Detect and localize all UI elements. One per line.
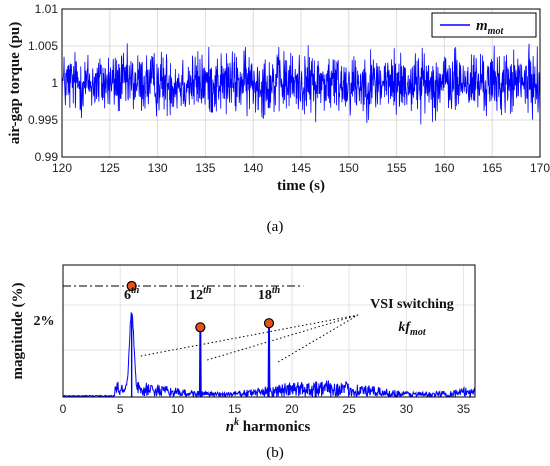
chart-b-peak-label-number: 12: [189, 288, 203, 303]
svg-text:kfmot: kfmot: [398, 320, 426, 338]
chart-a-xlabel: time (s): [277, 178, 325, 194]
chart-b-peak-marker: [195, 322, 206, 333]
chart-b-peak-marker: [126, 280, 137, 292]
chart-b-xtick-label: 10: [171, 402, 185, 416]
chart-b: 0 5 10 15 20 25 30 35 2% magnitude (%) nk harmo…: [10, 264, 476, 435]
chart-a-xtick-label: 160: [434, 161, 454, 175]
chart-a-series-line: [61, 43, 541, 125]
chart-b-peaks: [126, 280, 275, 333]
chart-b-peak-label-number: 18: [258, 288, 272, 303]
chart-b-xtick-label: 35: [457, 402, 471, 416]
chart-b-x-ticks: 0 5 10 15 20 25 30 35: [60, 402, 471, 416]
chart-a-ytick-label: 1: [51, 76, 58, 90]
chart-b-peak-label-suffix: th: [131, 285, 140, 296]
chart-b-annotation-line: [140, 314, 359, 357]
chart-a-xtick-label: 125: [100, 161, 120, 175]
chart-a-frame: [61, 8, 541, 158]
chart-a-ytick-label: 0.99: [35, 150, 59, 164]
chart-a-ytick-label: 1.01: [35, 2, 59, 16]
chart-b-xtick-label: 0: [60, 402, 67, 416]
chart-a-xtick-label: 135: [195, 161, 215, 175]
chart-b-peak-label-suffix: th: [272, 285, 281, 296]
chart-b-annotation-kf: kf: [398, 320, 411, 335]
svg-text:nk harmonics: nk harmonics: [226, 417, 311, 435]
chart-a-series: [61, 43, 541, 125]
chart-a-legend-subscript: mot: [488, 26, 505, 37]
chart-b-xlabel-rest: harmonics: [239, 419, 310, 435]
chart-b-xtick-label: 30: [400, 402, 414, 416]
chart-b-annotation-lines: [140, 314, 359, 363]
chart-b-annotation-sub: mot: [410, 327, 427, 338]
chart-a-xtick-label: 130: [148, 161, 168, 175]
caption-b: (b): [266, 445, 284, 461]
chart-a-xtick-label: 170: [530, 161, 550, 175]
chart-b-peak-label: 12th: [189, 285, 212, 303]
chart-a-x-ticks: 120 125 130 135 140 145 150 155 160 165 170: [52, 161, 550, 175]
chart-b-frame: [62, 264, 476, 398]
chart-a-xtick-label: 165: [482, 161, 502, 175]
chart-b-xtick-label: 5: [117, 402, 124, 416]
chart-a-ytick-label: 1.005: [28, 39, 58, 53]
chart-b-annotation-line1: VSI switching: [370, 297, 454, 312]
svg-text:mmot: mmot: [476, 18, 504, 37]
chart-a-ylabel: air-gap torque (pu): [7, 22, 23, 145]
chart-a-xtick-label: 150: [339, 161, 359, 175]
chart-b-peak-label-suffix: th: [203, 285, 212, 296]
chart-a-y-ticks: 0.99 0.995 1 1.005 1.01: [28, 2, 58, 164]
chart-a-xtick-label: 145: [291, 161, 311, 175]
caption-a: (a): [267, 219, 284, 235]
chart-b-xlabel-n: n: [226, 419, 234, 435]
chart-b-xlabel-sup: k: [234, 417, 239, 428]
chart-b-peak-marker: [263, 318, 275, 329]
chart-a-xtick-label: 155: [387, 161, 407, 175]
chart-b-peak-label: 18th: [258, 285, 281, 303]
chart-b-annotation-line: [277, 314, 359, 363]
chart-a-legend: mmot: [431, 12, 537, 38]
chart-b-xtick-label: 25: [342, 402, 356, 416]
chart-b-peak-label-number: 6: [124, 288, 131, 303]
chart-a-xtick-label: 140: [243, 161, 263, 175]
chart-a: 120 125 130 135 140 145 150 155 160 165 170 0.990.…: [7, 2, 550, 194]
chart-a-legend-label: m: [476, 18, 488, 34]
chart-a-ytick-label: 0.995: [28, 113, 58, 127]
chart-b-xtick-label: 15: [228, 402, 242, 416]
chart-b-peak-labels: 6th 12th 18th: [124, 285, 281, 303]
chart-b-ref-label: 2%: [34, 314, 55, 329]
chart-a-xtick-label: 120: [52, 161, 72, 175]
chart-b-ylabel: magnitude (%): [10, 282, 26, 379]
chart-b-peak-label: 6th: [124, 285, 140, 303]
chart-b-xtick-label: 20: [285, 402, 299, 416]
chart-b-series: [62, 311, 476, 399]
